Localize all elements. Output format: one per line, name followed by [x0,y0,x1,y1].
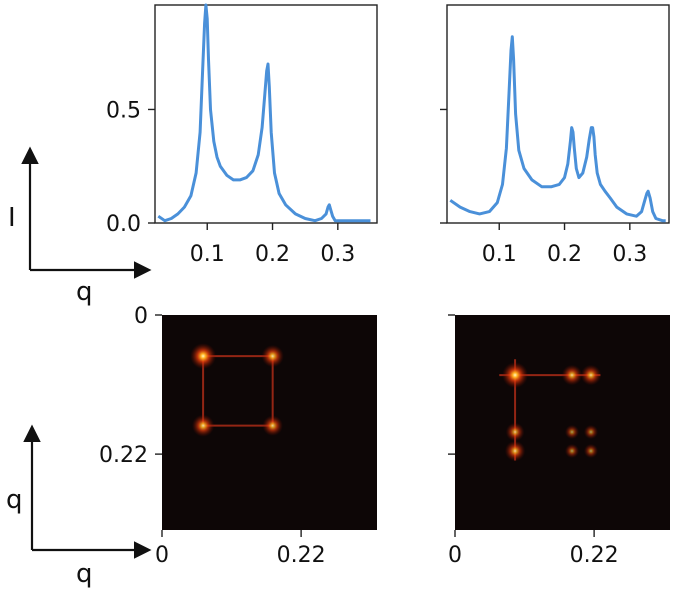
bragg-peak [583,443,599,459]
bragg-peak [190,343,217,370]
heatmap-bottom-left: 0 0.22 0 0.22 [99,304,377,568]
x-tick-label: 0.1 [190,242,225,267]
y-tick-label: 0 [134,304,148,329]
bragg-peak [583,424,599,440]
y-tick-label: 0.5 [106,98,141,123]
plot-top-left: 0.1 0.2 0.3 0.5 0.0 [106,3,378,267]
y-ticks [440,108,447,224]
x-tick-label: 0.1 [482,242,517,267]
x-tick-label: 0.3 [612,242,647,267]
plot-frame [154,4,378,224]
y-arrow-label: q [6,485,23,515]
series-line [157,3,371,223]
axes-legend-bottom: q q [6,424,152,589]
bragg-peak [261,344,284,368]
x-tick-label: 0.22 [277,543,326,568]
bragg-peak [502,362,529,389]
y-tick-label: 0.0 [106,212,141,237]
bragg-peak [262,415,283,436]
heatmap-background [455,315,670,530]
x-arrow-label: q [76,277,93,307]
bragg-peak [564,424,580,440]
bragg-peak [504,440,526,462]
x-tick-label: 0.2 [547,242,582,267]
bragg-peak [564,443,580,459]
y-arrow-label: I [8,203,16,233]
x-arrow-label: q [76,559,93,589]
x-tick-label: 0 [448,543,462,568]
bragg-peak [580,364,602,386]
bragg-peak [505,422,525,442]
plot-frame [446,4,670,224]
axes-legend-top: I q [8,146,152,307]
y-tick-label: 0.22 [99,443,148,468]
y-ticks: 0.5 0.0 [106,98,155,237]
x-tick-label: 0.2 [255,242,290,267]
x-tick-label: 0 [155,543,169,568]
bragg-peak [191,414,215,437]
series-line [449,35,666,223]
plot-top-right: 0.1 0.2 0.3 [440,4,670,267]
x-tick-label: 0.22 [570,543,619,568]
bragg-peak [561,364,583,386]
heatmap-bottom-right: 0 0.22 [448,314,670,568]
x-tick-label: 0.3 [320,242,355,267]
